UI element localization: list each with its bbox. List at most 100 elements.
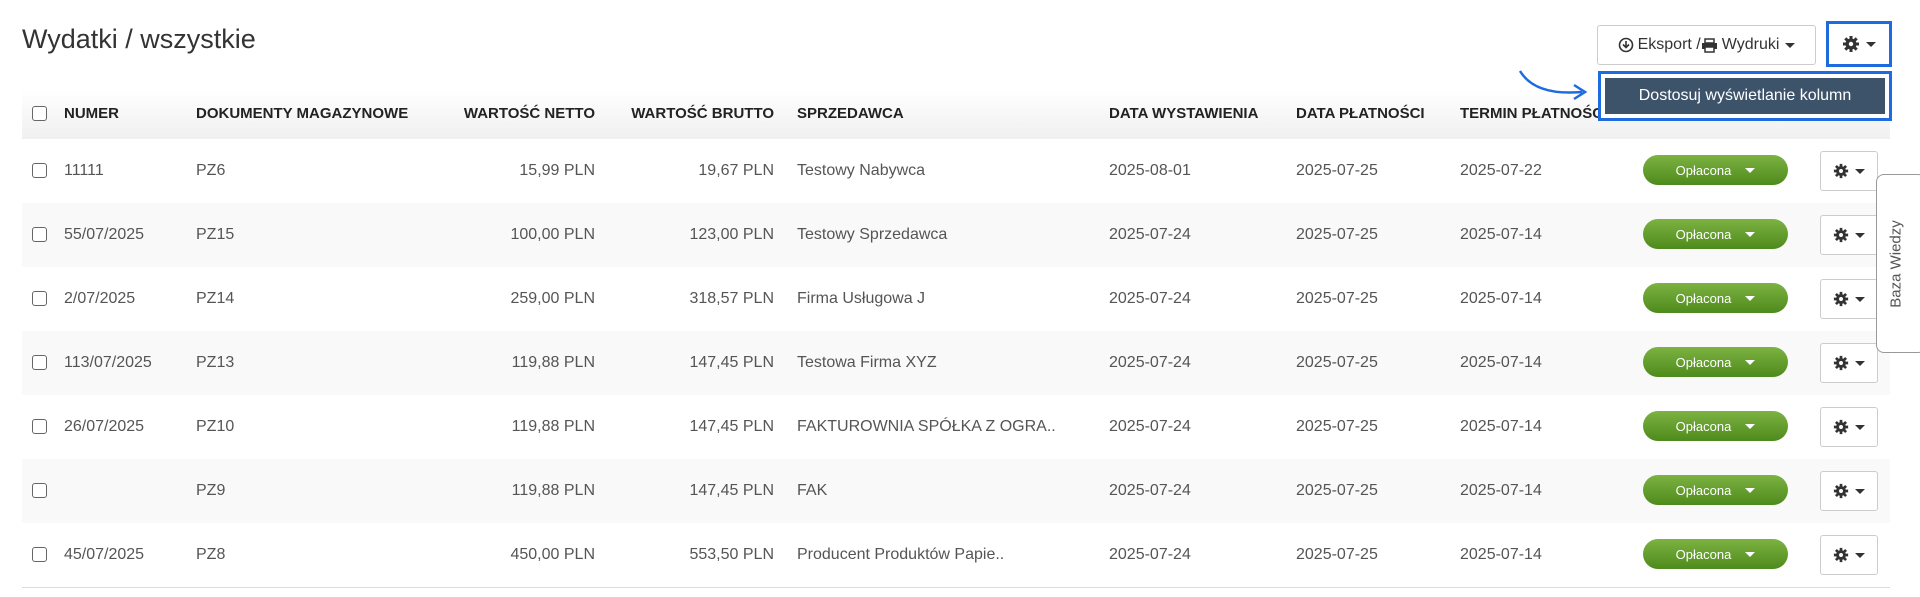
gear-icon	[1833, 547, 1849, 563]
gear-icon	[1833, 419, 1849, 435]
cell: 2025-07-25	[1296, 546, 1378, 563]
cell: 19,67 PLN	[698, 162, 774, 179]
row-settings-button[interactable]	[1820, 343, 1878, 383]
cell: PZ15	[196, 226, 235, 243]
status-label: Opłacona	[1675, 162, 1732, 178]
row-settings-button[interactable]	[1820, 471, 1878, 511]
table-row: 55/07/2025 PZ15 100,00 PLN 123,00 PLN Testow…	[22, 203, 1890, 268]
side-tab-label: Baza Wiedzy	[1887, 220, 1905, 308]
caret	[1855, 296, 1865, 302]
row-settings-button[interactable]	[1820, 151, 1878, 191]
cell: 113/07/2025	[64, 354, 152, 371]
cell: FAK	[797, 482, 828, 499]
cell: Testowy Sprzedawca	[797, 226, 948, 243]
checkbox[interactable]	[32, 547, 47, 562]
cell: PZ6	[196, 162, 226, 179]
caret	[1745, 295, 1756, 301]
column-header: DATA PŁATNOŚCI	[1296, 105, 1425, 122]
cell: PZ14	[196, 290, 235, 307]
checkbox[interactable]	[32, 355, 47, 370]
side-tab[interactable]: Baza Wiedzy	[1876, 174, 1920, 353]
cell: 147,45 PLN	[689, 354, 774, 371]
status-badge[interactable]: Opłacona	[1643, 219, 1788, 249]
row-settings-button[interactable]	[1820, 215, 1878, 255]
status-badge[interactable]: Opłacona	[1643, 155, 1788, 185]
cell: 2025-07-24	[1109, 354, 1191, 371]
column-header: SPRZEDAWCA	[797, 105, 904, 122]
checkbox[interactable]	[32, 106, 47, 121]
checkbox[interactable]	[32, 163, 47, 178]
settings-button[interactable]	[1826, 21, 1892, 67]
status-badge[interactable]: Opłacona	[1643, 539, 1788, 569]
cell: PZ13	[196, 354, 235, 371]
caret	[1855, 168, 1865, 174]
cell: 11111	[64, 162, 104, 179]
caret	[1745, 487, 1756, 493]
caret	[1745, 167, 1756, 173]
page-title: Wydatki / wszystkie	[22, 24, 256, 54]
cell: 2025-07-14	[1460, 482, 1542, 499]
cell: 2025-07-24	[1109, 418, 1191, 435]
caret	[1745, 359, 1756, 365]
column-header: WARTOŚĆ BRUTTO	[631, 105, 774, 122]
cell: 2025-07-24	[1109, 482, 1191, 499]
status-label: Opłacona	[1675, 290, 1732, 306]
caret	[1855, 360, 1865, 366]
cell: 119,88 PLN	[511, 354, 595, 371]
checkbox[interactable]	[32, 227, 47, 242]
cell: Firma Usługowa J	[797, 290, 926, 307]
table-row: 11111 PZ6 15,99 PLN 19,67 PLN Testowy Nabywc…	[22, 139, 1890, 204]
cell: Producent Produktów Papie..	[797, 546, 1005, 563]
cell: 119,88 PLN	[511, 418, 595, 435]
gear-icon	[1833, 483, 1849, 499]
status-badge[interactable]: Opłacona	[1643, 411, 1788, 441]
export-button[interactable]: Eksport / Wydruki	[1597, 25, 1816, 65]
cell: 55/07/2025	[64, 226, 145, 243]
row-settings-button[interactable]	[1820, 279, 1878, 319]
cell: 2025-07-14	[1460, 226, 1542, 243]
gear-icon	[1833, 355, 1849, 371]
print-icon	[1701, 37, 1717, 53]
status-label: Opłacona	[1675, 482, 1732, 498]
status-label: Opłacona	[1675, 546, 1732, 562]
gear-icon	[1833, 291, 1849, 307]
cell: 2025-07-14	[1460, 418, 1542, 435]
column-header: WARTOŚĆ NETTO	[463, 105, 595, 122]
caret	[1866, 41, 1876, 47]
cell: 45/07/2025	[64, 546, 145, 563]
cell: 553,50 PLN	[689, 546, 774, 563]
download-icon	[1618, 37, 1633, 53]
gear-icon	[1843, 36, 1859, 52]
dropdown-menu: Dostosuj wyświetlanie kolumn	[1598, 71, 1892, 121]
cell: 2025-07-22	[1460, 162, 1542, 179]
checkbox[interactable]	[32, 291, 47, 306]
caret	[1745, 231, 1756, 237]
row-settings-button[interactable]	[1820, 407, 1878, 447]
cell: 2/07/2025	[64, 290, 136, 307]
table-row: 2/07/2025 PZ14 259,00 PLN 318,57 PLN Firma U…	[22, 267, 1890, 332]
caret	[1855, 488, 1865, 494]
status-badge[interactable]: Opłacona	[1643, 475, 1788, 505]
cell: 450,00 PLN	[510, 546, 595, 563]
cell: 26/07/2025	[64, 418, 145, 435]
cell: 2025-08-01	[1109, 162, 1191, 179]
column-header: NUMER	[64, 105, 119, 122]
cell: 119,88 PLN	[511, 482, 595, 499]
row-settings-button[interactable]	[1820, 535, 1878, 575]
caret	[1785, 42, 1796, 48]
checkbox[interactable]	[32, 483, 47, 498]
status-badge[interactable]: Opłacona	[1643, 283, 1788, 313]
cell: 123,00 PLN	[689, 226, 774, 243]
status-label: Opłacona	[1675, 418, 1732, 434]
menu-item[interactable]: Dostosuj wyświetlanie kolumn	[1605, 78, 1885, 114]
cell: 2025-07-25	[1296, 354, 1378, 371]
status-label: Opłacona	[1675, 226, 1732, 242]
checkbox[interactable]	[32, 419, 47, 434]
cell: 2025-07-24	[1109, 546, 1191, 563]
status-badge[interactable]: Opłacona	[1643, 347, 1788, 377]
cell: 2025-07-14	[1460, 290, 1542, 307]
pointer-arrow	[1518, 70, 1588, 101]
cell: PZ10	[196, 418, 235, 435]
